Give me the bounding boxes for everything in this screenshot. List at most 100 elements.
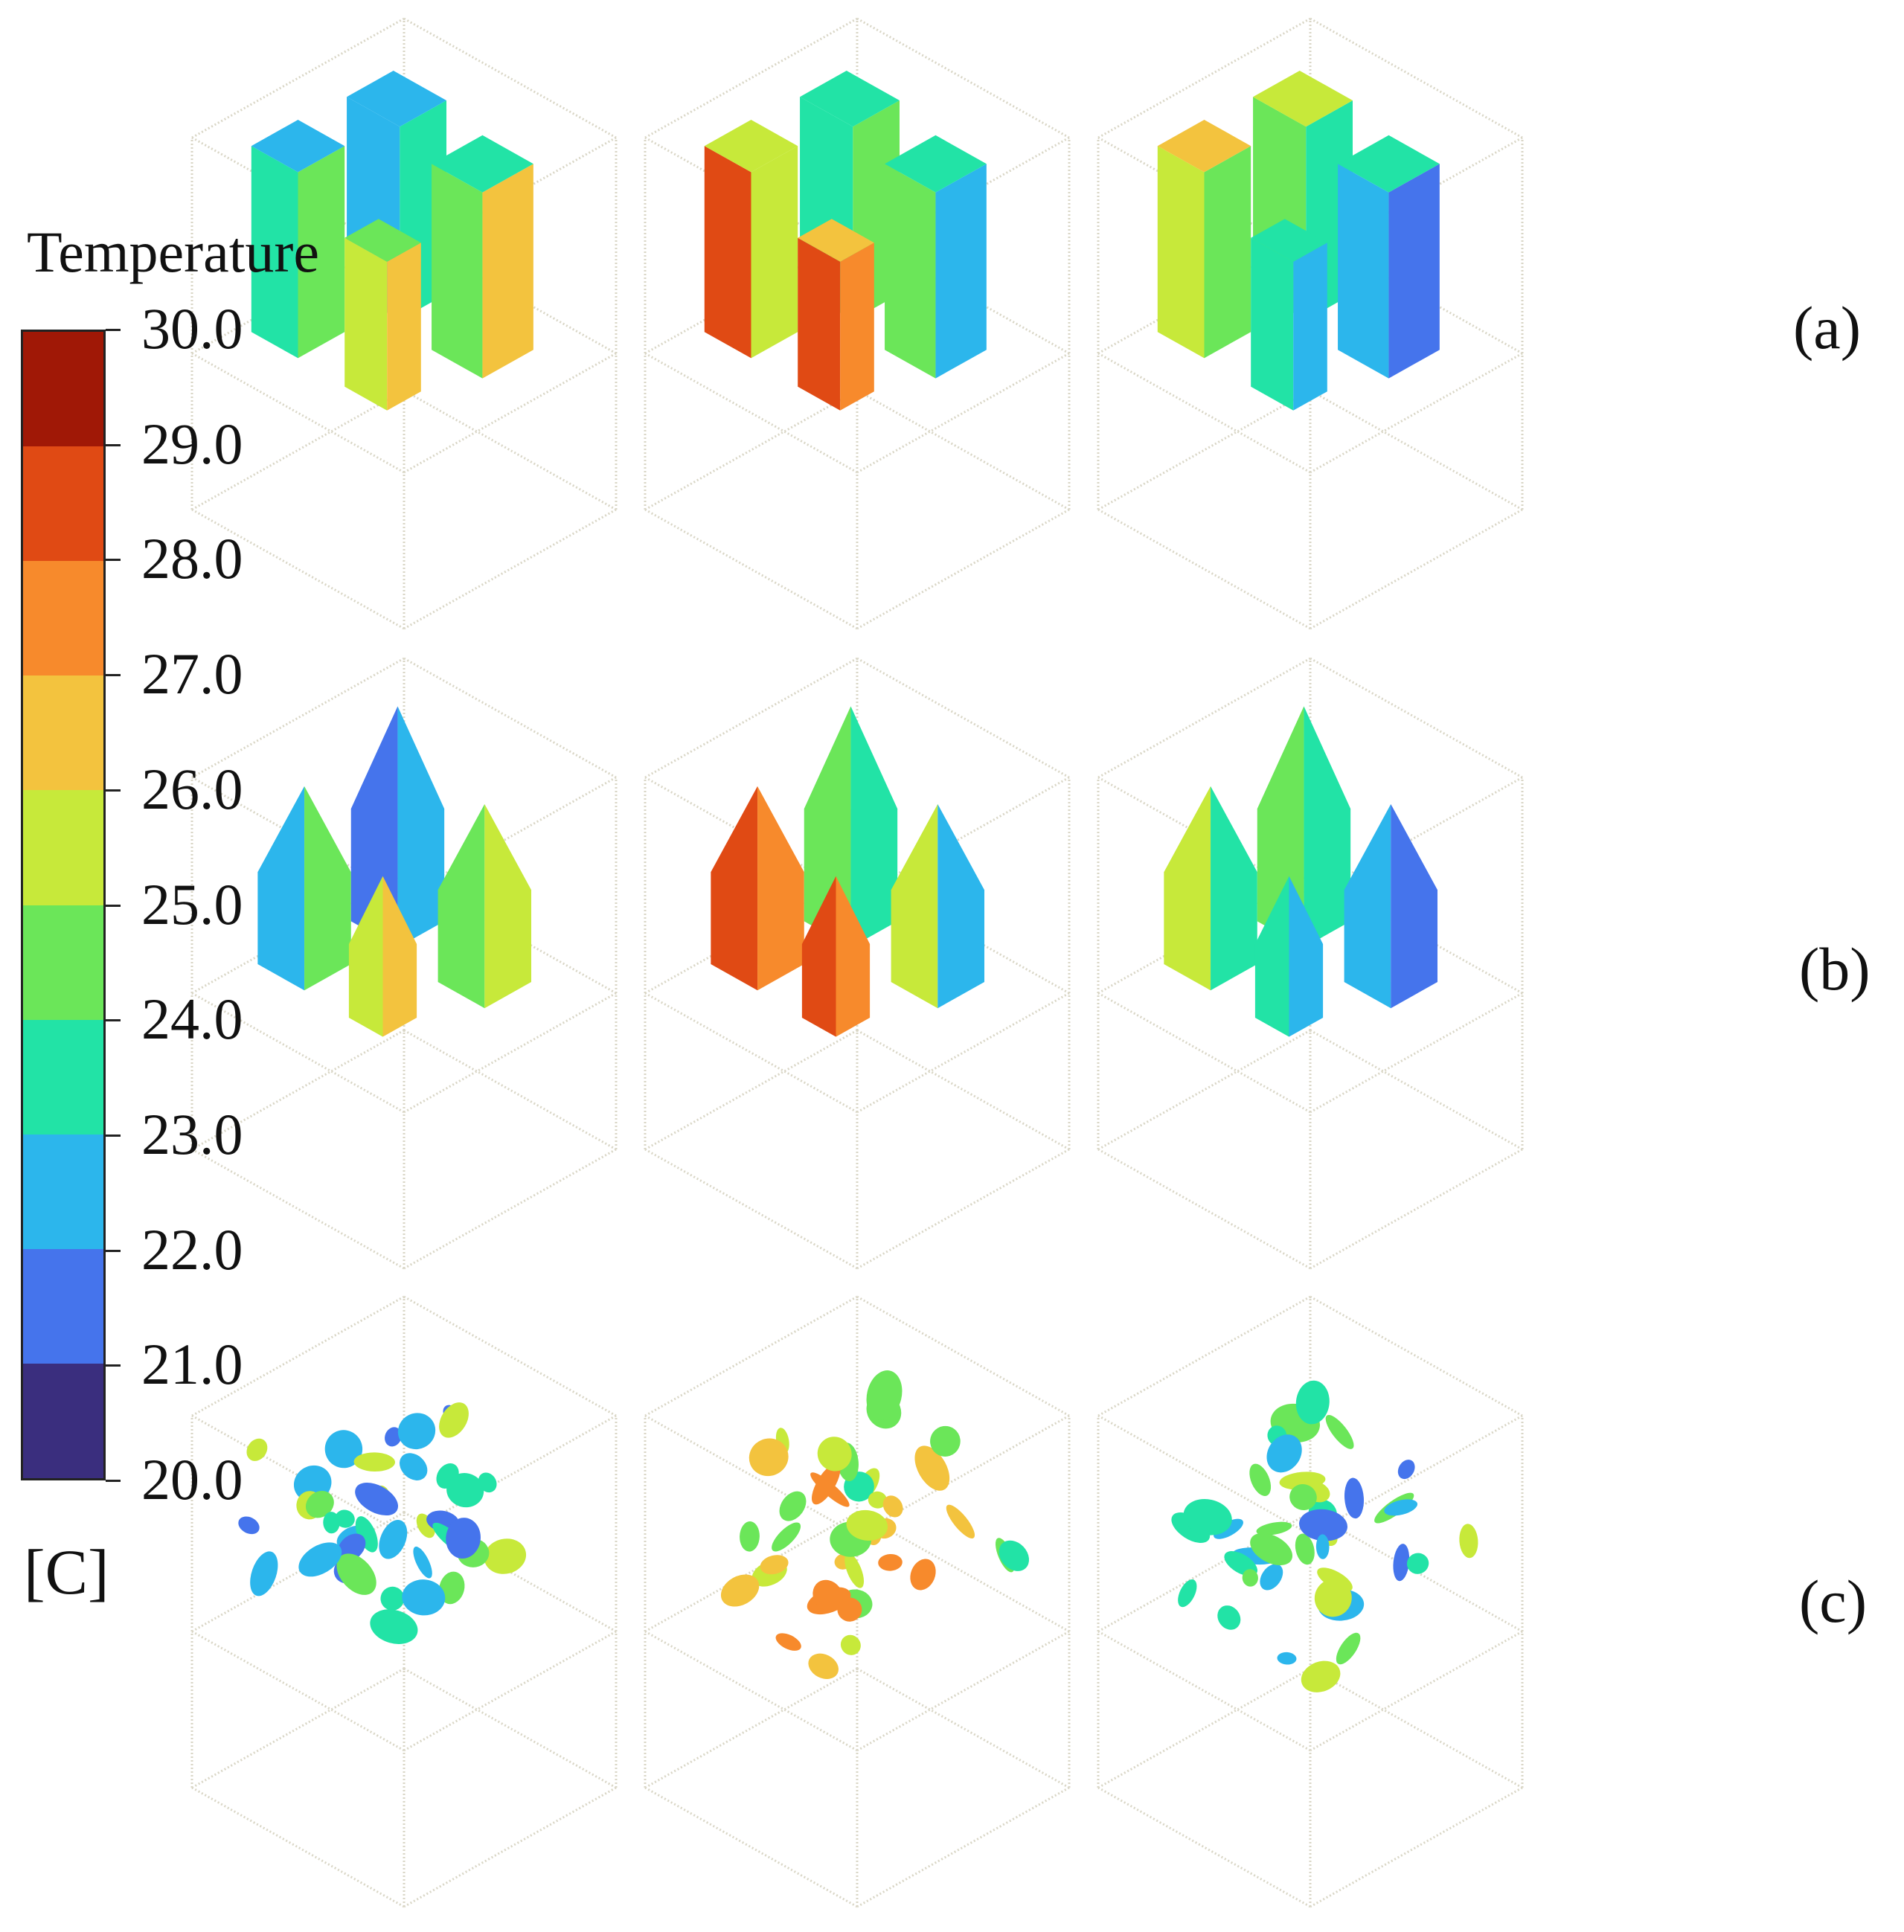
row-label-c: (c): [1799, 1567, 1868, 1635]
colorbar-tick-label: 25.0: [141, 871, 243, 937]
frame-edge: [403, 1786, 617, 1908]
frame-edge: [1310, 1295, 1523, 1417]
frame-edge: [403, 1148, 617, 1270]
fragment: [446, 1518, 481, 1559]
fragment: [1301, 1660, 1341, 1692]
fragment: [355, 1482, 399, 1516]
frame-edge: [644, 1029, 858, 1151]
form-right-face: [484, 803, 531, 1009]
fragment: [335, 1509, 355, 1528]
fragment: [439, 1402, 469, 1438]
frame-edge: [191, 1786, 405, 1908]
colorbar-tick: [106, 443, 121, 446]
legend-unit: [C]: [24, 1536, 109, 1608]
colorbar-tick: [106, 329, 121, 331]
frame-edge: [403, 1029, 617, 1151]
colorbar-band: [23, 1363, 103, 1479]
panel-c-3: [1097, 1295, 1524, 1908]
colorbar-tick: [106, 674, 121, 677]
fragment: [1260, 1564, 1283, 1591]
block-left-face: [1157, 146, 1205, 359]
block-right-face: [1388, 164, 1440, 379]
frame-edge: [1097, 657, 1311, 779]
panel-b-1: [190, 657, 618, 1270]
fragment: [740, 1521, 760, 1552]
block-top-face: [1338, 135, 1440, 193]
fragment: [324, 1430, 363, 1469]
fragment: [946, 1504, 975, 1538]
colorbar-tick: [106, 1019, 121, 1022]
fragment: [1178, 1579, 1197, 1608]
panel-a-2: [644, 17, 1071, 630]
colorbar-tick-label: 26.0: [141, 756, 243, 821]
colorbar-tick-label: 23.0: [141, 1101, 243, 1166]
frame-edge: [403, 992, 617, 1114]
frame-edge: [644, 1630, 858, 1752]
fragment: [1242, 1569, 1258, 1587]
fragment: [1393, 1544, 1410, 1582]
frame-edge: [856, 1630, 1070, 1752]
form-left-face: [1344, 803, 1391, 1009]
fragment: [323, 1512, 340, 1534]
colorbar-tick: [106, 1134, 121, 1137]
block-right-face: [1293, 243, 1327, 411]
frame-edge: [856, 1029, 1070, 1151]
colorbar-tick: [106, 559, 121, 562]
fragment: [868, 1491, 887, 1509]
frame-edge: [1097, 1148, 1311, 1270]
fragment: [1289, 1484, 1317, 1510]
fragment: [914, 1445, 950, 1491]
fragment: [413, 1546, 432, 1579]
fragment: [720, 1574, 760, 1607]
block-top-face: [885, 135, 987, 193]
panel-a-1: [190, 17, 618, 630]
frame-edge: [403, 508, 617, 630]
frame-edge: [403, 1295, 617, 1417]
fragment: [402, 1579, 446, 1616]
colorbar-band: [23, 1019, 103, 1135]
block-top-face: [344, 219, 421, 262]
fragment: [910, 1559, 936, 1591]
fragment: [749, 1438, 789, 1477]
panel-b-2: [644, 657, 1071, 1270]
frame-edge: [1310, 1786, 1523, 1908]
fragment: [1249, 1463, 1272, 1497]
block-top-face: [1253, 71, 1353, 127]
frame-edge: [644, 1148, 858, 1270]
form-right-face: [1211, 786, 1257, 991]
fragment: [837, 1597, 862, 1622]
form-right-face: [1391, 803, 1437, 1009]
fragment: [1295, 1533, 1315, 1565]
block-top-face: [251, 120, 345, 173]
form-right-face: [850, 706, 898, 948]
colorbar-tick-label: 30.0: [141, 296, 243, 361]
colorbar-tick: [106, 1480, 121, 1482]
block-top-face: [798, 219, 874, 262]
fragment: [1314, 1579, 1352, 1617]
form-left-face: [348, 876, 383, 1037]
frame-edge: [1097, 1295, 1311, 1417]
form-left-face: [801, 876, 836, 1037]
fragment: [250, 1551, 278, 1596]
frame-edge: [403, 1630, 617, 1752]
fragment: [844, 1553, 865, 1588]
fragment: [846, 1509, 888, 1541]
block-right-face: [387, 243, 421, 411]
form-left-face: [891, 803, 938, 1009]
fragment: [878, 1553, 903, 1571]
panel-c-2: [644, 1295, 1071, 1908]
frame-edge: [1310, 992, 1523, 1114]
frame-edge: [856, 508, 1070, 630]
fragment: [1277, 1652, 1297, 1665]
fragment: [999, 1540, 1030, 1571]
fragment: [385, 1427, 402, 1447]
form-right-face: [397, 706, 445, 948]
colorbar-tick: [106, 904, 121, 907]
block-left-face: [885, 164, 936, 379]
colorbar-band: [23, 905, 103, 1021]
fragment: [380, 1586, 405, 1611]
block-left-face: [251, 146, 298, 359]
row-label-a: (a): [1793, 294, 1862, 362]
frame-edge: [644, 508, 858, 630]
form-right-face: [836, 876, 871, 1037]
